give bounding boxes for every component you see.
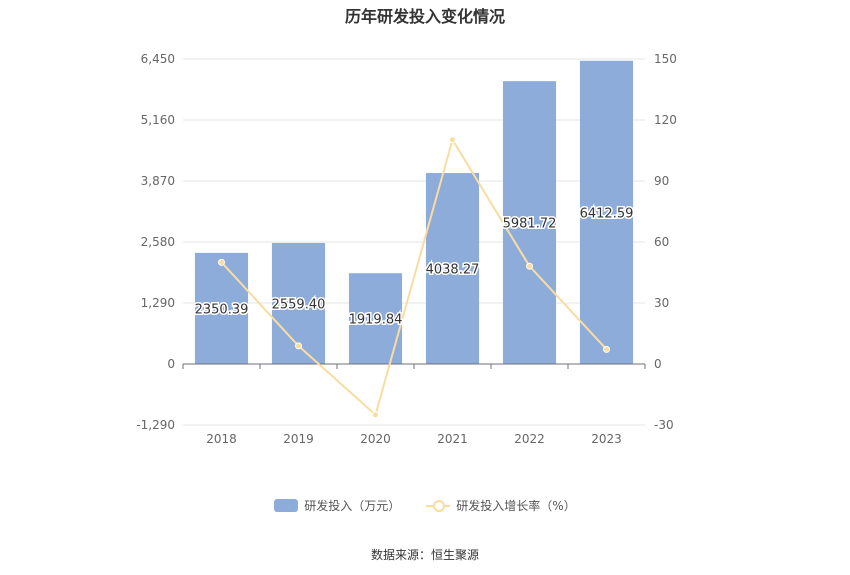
legend-bar-label: 研发投入（万元） bbox=[304, 499, 401, 513]
growth-point bbox=[526, 262, 533, 270]
legend-line-label: 研发投入增长率（%） bbox=[456, 499, 576, 513]
bar bbox=[579, 60, 634, 364]
x-tick-label: 2021 bbox=[437, 432, 468, 446]
growth-point bbox=[449, 136, 456, 144]
growth-point bbox=[372, 411, 379, 419]
bar bbox=[502, 81, 557, 365]
y-left-tick-label: 1,290 bbox=[141, 296, 175, 310]
legend-item-line[interactable]: 研发投入增长率（%） bbox=[426, 497, 576, 514]
y-right-tick-label: 150 bbox=[654, 52, 677, 66]
y-left-tick-label: 6,450 bbox=[141, 52, 175, 66]
x-tick-label: 2023 bbox=[591, 432, 622, 446]
growth-point bbox=[603, 345, 610, 353]
source-note: 数据来源：恒生聚源 bbox=[370, 548, 479, 562]
growth-line bbox=[220, 137, 608, 417]
x-tick-label: 2022 bbox=[514, 432, 545, 446]
legend-bar-swatch bbox=[274, 499, 299, 512]
bar-data-label: 2350.39 bbox=[195, 302, 249, 317]
bar-data-label: 2559.40 bbox=[272, 297, 326, 312]
y-right-tick-label: 90 bbox=[654, 174, 669, 188]
growth-point bbox=[295, 342, 302, 350]
growth-point bbox=[218, 258, 225, 266]
bar-data-label: 1919.84 bbox=[349, 313, 403, 328]
y-right-tick-label: -30 bbox=[654, 418, 674, 432]
x-tick-label: 2020 bbox=[360, 432, 391, 446]
y-right-tick-label: 120 bbox=[654, 113, 677, 127]
bar-data-label: 6412.59 bbox=[580, 206, 634, 221]
chart-title: 历年研发投入变化情况 bbox=[344, 7, 505, 26]
x-tick-label: 2018 bbox=[206, 432, 237, 446]
y-right-tick-label: 30 bbox=[654, 296, 669, 310]
y-left-tick-label: 2,580 bbox=[141, 235, 175, 249]
legend-item-bar[interactable]: 研发投入（万元） bbox=[274, 497, 400, 514]
y-left-tick-label: 0 bbox=[167, 357, 175, 371]
bar-data-label: 4038.27 bbox=[426, 263, 480, 278]
y-left-tick-label: 3,870 bbox=[141, 174, 175, 188]
y-left-tick-label: 5,160 bbox=[141, 113, 175, 127]
y-right-tick-label: 60 bbox=[654, 235, 669, 249]
y-right-tick-label: 0 bbox=[654, 357, 662, 371]
bar bbox=[194, 252, 249, 364]
legend-line-swatch bbox=[426, 499, 451, 512]
x-tick-label: 2019 bbox=[283, 432, 314, 446]
chart-legend: 研发投入（万元） 研发投入增长率（%） bbox=[0, 497, 850, 514]
y-left-tick-label: -1,290 bbox=[136, 418, 175, 432]
bar-data-label: 5981.72 bbox=[503, 217, 557, 232]
